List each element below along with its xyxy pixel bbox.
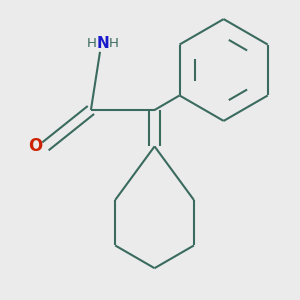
Text: O: O — [28, 137, 43, 155]
Text: H: H — [109, 37, 118, 50]
Text: H: H — [87, 37, 97, 50]
Text: N: N — [96, 36, 109, 51]
